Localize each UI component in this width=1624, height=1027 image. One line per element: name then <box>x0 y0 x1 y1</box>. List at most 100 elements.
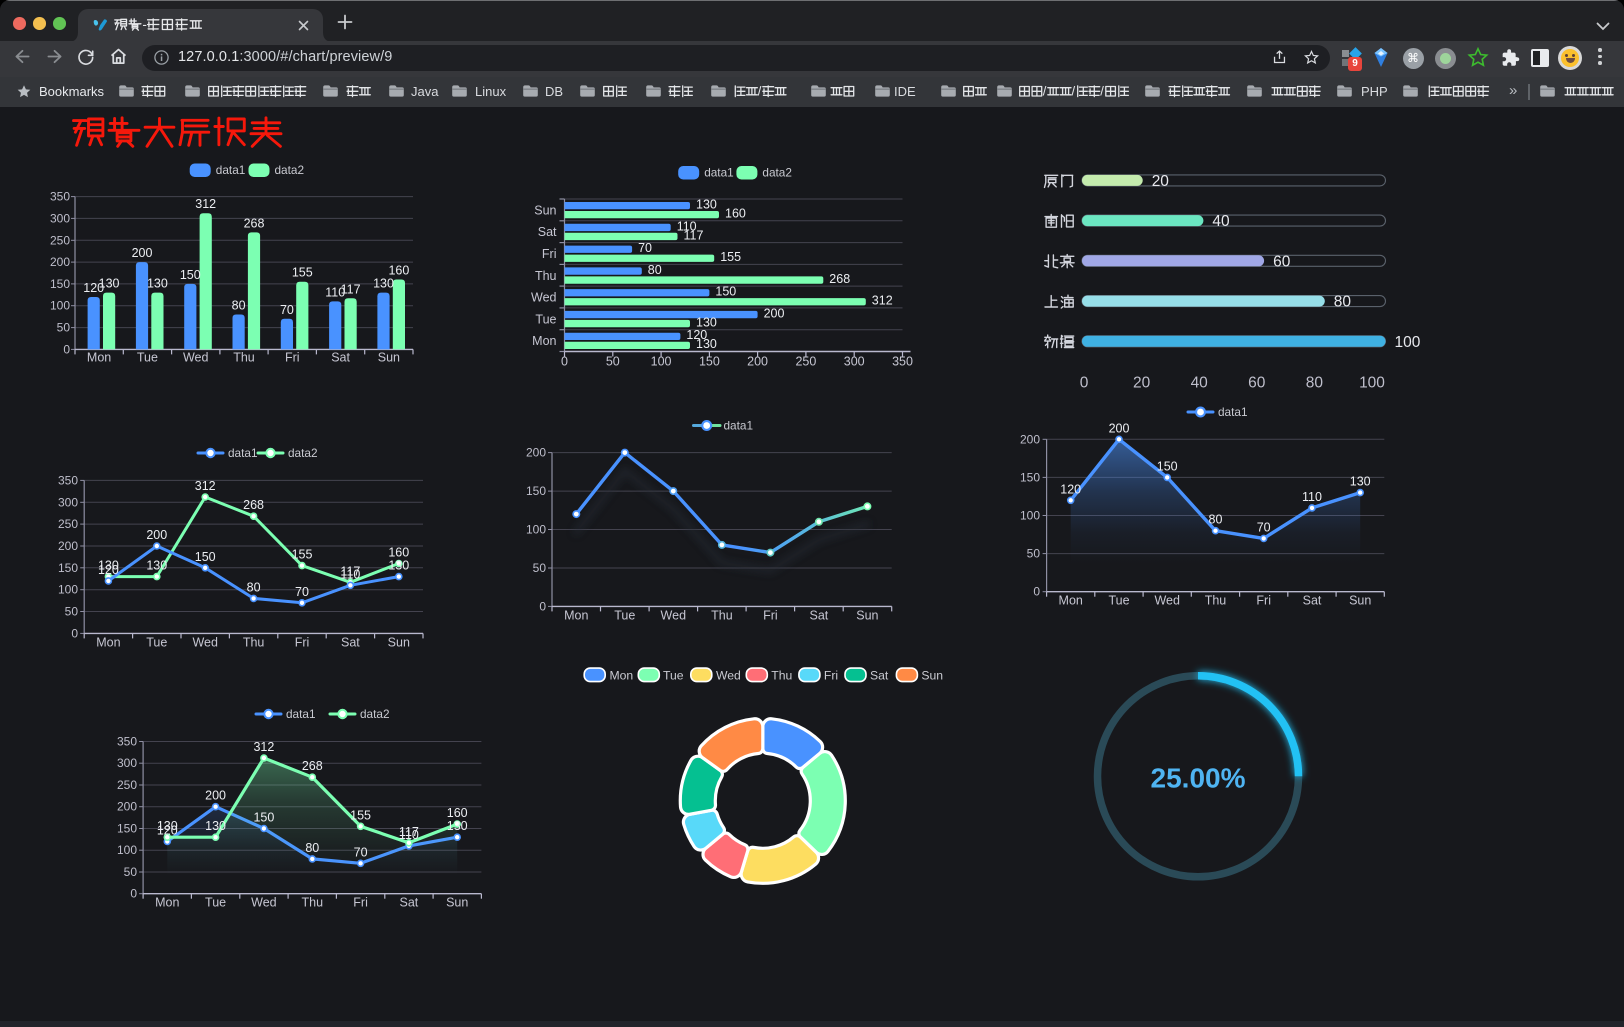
svg-text:130: 130 <box>373 277 394 291</box>
svg-text:130: 130 <box>98 559 119 573</box>
svg-text:Sun: Sun <box>388 636 410 650</box>
svg-text:117: 117 <box>341 282 361 296</box>
svg-text:Mon: Mon <box>96 636 120 650</box>
svg-text:Wed: Wed <box>716 669 741 683</box>
svg-text:130: 130 <box>388 559 409 573</box>
svg-text:data1: data1 <box>216 163 246 177</box>
svg-text:Fri: Fri <box>763 609 778 623</box>
svg-text:350: 350 <box>117 735 137 749</box>
svg-text:80: 80 <box>1306 375 1324 392</box>
svg-text:200: 200 <box>526 446 546 460</box>
svg-text:/: / <box>1100 84 1104 99</box>
svg-text:Thu: Thu <box>1205 594 1227 608</box>
svg-text:Wed: Wed <box>531 291 557 305</box>
svg-text:150: 150 <box>195 550 216 564</box>
svg-text:40: 40 <box>1191 375 1209 392</box>
svg-text:200: 200 <box>132 246 153 260</box>
svg-text:100: 100 <box>651 355 672 369</box>
svg-text:200: 200 <box>146 528 167 542</box>
svg-text:60: 60 <box>1273 253 1291 270</box>
svg-text:80: 80 <box>1209 513 1223 527</box>
svg-text:300: 300 <box>58 495 78 509</box>
svg-text:120: 120 <box>157 824 178 838</box>
svg-text:100: 100 <box>117 843 137 857</box>
svg-text:150: 150 <box>58 561 78 575</box>
svg-text:data1: data1 <box>1218 405 1248 419</box>
svg-text:70: 70 <box>1257 520 1271 534</box>
svg-text:Sat: Sat <box>1303 594 1322 608</box>
svg-text:130: 130 <box>157 819 178 833</box>
svg-text:117: 117 <box>340 564 360 578</box>
svg-text:0: 0 <box>539 599 546 613</box>
svg-text:100: 100 <box>1395 334 1421 351</box>
svg-text:350: 350 <box>58 473 78 487</box>
svg-text:Sat: Sat <box>810 609 829 623</box>
svg-text:312: 312 <box>195 479 216 493</box>
svg-text:0: 0 <box>71 626 78 640</box>
svg-text:100: 100 <box>1359 375 1385 392</box>
svg-text:250: 250 <box>795 355 816 369</box>
svg-text:Wed: Wed <box>1154 594 1180 608</box>
svg-text:Mon: Mon <box>155 896 179 910</box>
svg-text:-: - <box>142 17 147 32</box>
svg-text:40: 40 <box>1212 213 1230 230</box>
svg-text:Mon: Mon <box>564 609 588 623</box>
svg-text:120: 120 <box>686 328 707 342</box>
svg-text:110: 110 <box>340 567 360 581</box>
svg-text:Mon: Mon <box>610 669 634 683</box>
svg-text:268: 268 <box>244 216 265 230</box>
svg-text:Tue: Tue <box>663 669 684 683</box>
svg-text:Wed: Wed <box>183 351 209 365</box>
svg-text:268: 268 <box>243 498 264 512</box>
svg-text:130: 130 <box>696 315 717 329</box>
svg-text:100: 100 <box>526 523 546 537</box>
svg-text:Tue: Tue <box>146 636 167 650</box>
svg-text:155: 155 <box>292 266 313 280</box>
svg-text:20: 20 <box>1152 173 1170 190</box>
svg-text:110: 110 <box>1302 490 1322 504</box>
svg-text:Tue: Tue <box>1108 594 1129 608</box>
svg-text:110: 110 <box>325 285 345 299</box>
svg-text:data2: data2 <box>288 446 318 460</box>
svg-text:Tue: Tue <box>205 896 226 910</box>
svg-text:150: 150 <box>1020 470 1040 484</box>
svg-text:117: 117 <box>399 825 419 839</box>
svg-text:300: 300 <box>50 211 70 225</box>
svg-text:Sat: Sat <box>870 669 889 683</box>
svg-text:0: 0 <box>1033 585 1040 599</box>
svg-text:80: 80 <box>1334 294 1352 311</box>
svg-text:Sat: Sat <box>331 351 350 365</box>
svg-text:312: 312 <box>253 740 274 754</box>
svg-text:150: 150 <box>699 355 720 369</box>
svg-text:100: 100 <box>50 299 70 313</box>
svg-text:data1: data1 <box>228 446 258 460</box>
svg-text:70: 70 <box>280 303 294 317</box>
svg-text:Tue: Tue <box>535 312 556 326</box>
svg-text:200: 200 <box>764 306 785 320</box>
svg-text:Thu: Thu <box>771 669 792 683</box>
svg-text:155: 155 <box>292 548 313 562</box>
svg-text:250: 250 <box>50 233 70 247</box>
svg-text:120: 120 <box>83 281 104 295</box>
svg-text:50: 50 <box>57 321 71 335</box>
svg-text:Tue: Tue <box>137 351 158 365</box>
svg-text:250: 250 <box>58 517 78 531</box>
svg-text:data2: data2 <box>360 707 390 721</box>
svg-text:Sat: Sat <box>538 225 557 239</box>
svg-text:data2: data2 <box>762 166 792 180</box>
svg-text:200: 200 <box>50 255 70 269</box>
svg-text:70: 70 <box>354 845 368 859</box>
svg-text:110: 110 <box>399 828 419 842</box>
svg-text:Mon: Mon <box>532 334 556 348</box>
svg-text:/: / <box>1043 84 1047 99</box>
svg-text:350: 350 <box>50 190 70 204</box>
svg-text:Fri: Fri <box>353 896 368 910</box>
svg-text:200: 200 <box>117 800 137 814</box>
svg-text:data1: data1 <box>724 419 754 433</box>
svg-text:Fri: Fri <box>285 351 300 365</box>
svg-text:130: 130 <box>147 277 168 291</box>
svg-text:160: 160 <box>388 264 409 278</box>
svg-text:data1: data1 <box>286 707 316 721</box>
svg-text:200: 200 <box>747 355 768 369</box>
svg-text:Sun: Sun <box>921 669 943 683</box>
